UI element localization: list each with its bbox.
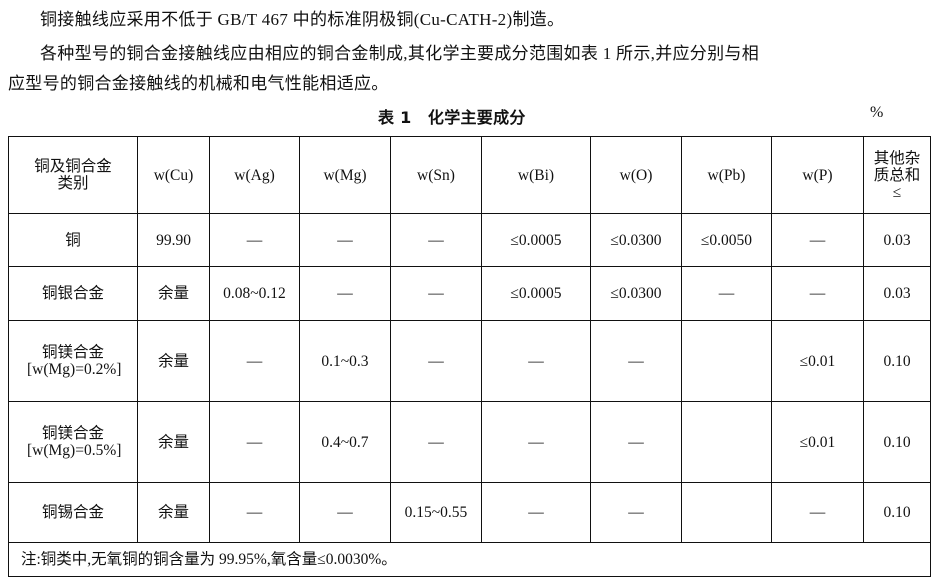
table-cell: — (590, 320, 682, 402)
table-cell: — (681, 266, 772, 321)
table-cell: — (481, 320, 591, 402)
table-unit: % (870, 104, 884, 121)
table-cell: 0.1~0.3 (299, 320, 391, 402)
table-caption: 表 1 化学主要成分 (378, 108, 526, 127)
note-row: 注:铜类中,无氧铜的铜含量为 99.95%,氧含量≤0.0030%。 (8, 542, 931, 577)
table-cell: 铜镁合金[w(Mg)=0.2%] (8, 320, 138, 402)
column-header: w(Pb) (681, 136, 772, 214)
column-header: w(P) (771, 136, 864, 214)
table-cell: 0.03 (863, 266, 931, 321)
table-cell: 0.10 (863, 401, 931, 483)
column-header: w(Ag) (209, 136, 300, 214)
table-cell: ≤0.0050 (681, 213, 772, 267)
table-cell (681, 401, 772, 483)
table-cell: 0.10 (863, 482, 931, 543)
column-header: 其他杂质总和≤ (863, 136, 931, 214)
table-cell: 铜镁合金[w(Mg)=0.5%] (8, 401, 138, 483)
table-cell: — (481, 401, 591, 483)
table-cell: 余量 (137, 482, 210, 543)
table-cell: 0.15~0.55 (390, 482, 482, 543)
column-header: w(Cu) (137, 136, 210, 214)
composition-table: 铜及铜合金类别 w(Cu) w(Ag) w(Mg) w(Sn) w(Bi) w(O) w(Pb… (8, 136, 931, 577)
table-cell: 余量 (137, 401, 210, 483)
column-header: w(Sn) (390, 136, 482, 214)
table-cell: — (390, 401, 482, 483)
table-cell: 铜 (8, 213, 138, 267)
table-cell: ≤0.0005 (481, 213, 591, 267)
table-cell: — (590, 482, 682, 543)
table-row: 铜镁合金[w(Mg)=0.5%] 余量 —0.4~0.7— — — ≤0.01 0.10 (8, 401, 931, 483)
table-cell: — (299, 213, 391, 267)
table-cell: — (209, 482, 300, 543)
table-cell (681, 482, 772, 543)
table-cell: 铜锡合金 (8, 482, 138, 543)
table-cell: — (209, 401, 300, 483)
table-cell: 0.08~0.12 (209, 266, 300, 321)
table-cell: — (390, 266, 482, 321)
header-row: 铜及铜合金类别 w(Cu) w(Ag) w(Mg) w(Sn) w(Bi) w(O) w(Pb… (8, 136, 931, 214)
table-cell: — (771, 213, 864, 267)
table-cell: 余量 (137, 266, 210, 321)
table-row: 铜锡合金 余量 — —0.15~0.55— — —0.10 (8, 482, 931, 543)
table-cell: — (299, 266, 391, 321)
table-cell: ≤0.0300 (590, 266, 682, 321)
table-cell: 0.03 (863, 213, 931, 267)
table-cell: — (771, 266, 864, 321)
paragraph-3: 应型号的铜合金接触线的机械和电气性能相适应。 (8, 74, 389, 93)
table-cell: ≤0.01 (771, 401, 864, 483)
column-header: w(O) (590, 136, 682, 214)
table-cell (681, 320, 772, 402)
paragraph-2: 各种型号的铜合金接触线应由相应的铜合金制成,其化学主要成分范围如表 1 所示,并… (40, 44, 759, 63)
column-header: w(Bi) (481, 136, 591, 214)
table-cell: — (771, 482, 864, 543)
table-note: 注:铜类中,无氧铜的铜含量为 99.95%,氧含量≤0.0030%。 (8, 542, 931, 577)
table-row: 铜银合金 余量 0.08~0.12— — ≤0.0005 ≤0.0300— —0.03 (8, 266, 931, 321)
column-header: w(Mg) (299, 136, 391, 214)
table-cell: — (209, 213, 300, 267)
table-cell: — (209, 320, 300, 402)
table-row: 铜镁合金[w(Mg)=0.2%] 余量 —0.1~0.3— — — ≤0.01 0.10 (8, 320, 931, 402)
table-cell: ≤0.0005 (481, 266, 591, 321)
table-cell: 99.90 (137, 213, 210, 267)
table-row: 铜 99.90— — — ≤0.0005 ≤0.0300 ≤0.0050—0.03 (8, 213, 931, 267)
column-header: 铜及铜合金类别 (8, 136, 138, 214)
table-cell: ≤0.0300 (590, 213, 682, 267)
table-cell: 0.4~0.7 (299, 401, 391, 483)
table-cell: 0.10 (863, 320, 931, 402)
table-cell: — (590, 401, 682, 483)
table-cell: — (299, 482, 391, 543)
table-cell: ≤0.01 (771, 320, 864, 402)
paragraph-1: 铜接触线应采用不低于 GB/T 467 中的标准阴极铜(Cu-CATH-2)制造… (40, 10, 565, 29)
table-cell: 铜银合金 (8, 266, 138, 321)
table-cell: 余量 (137, 320, 210, 402)
table-cell: — (390, 213, 482, 267)
table-cell: — (390, 320, 482, 402)
table-cell: — (481, 482, 591, 543)
